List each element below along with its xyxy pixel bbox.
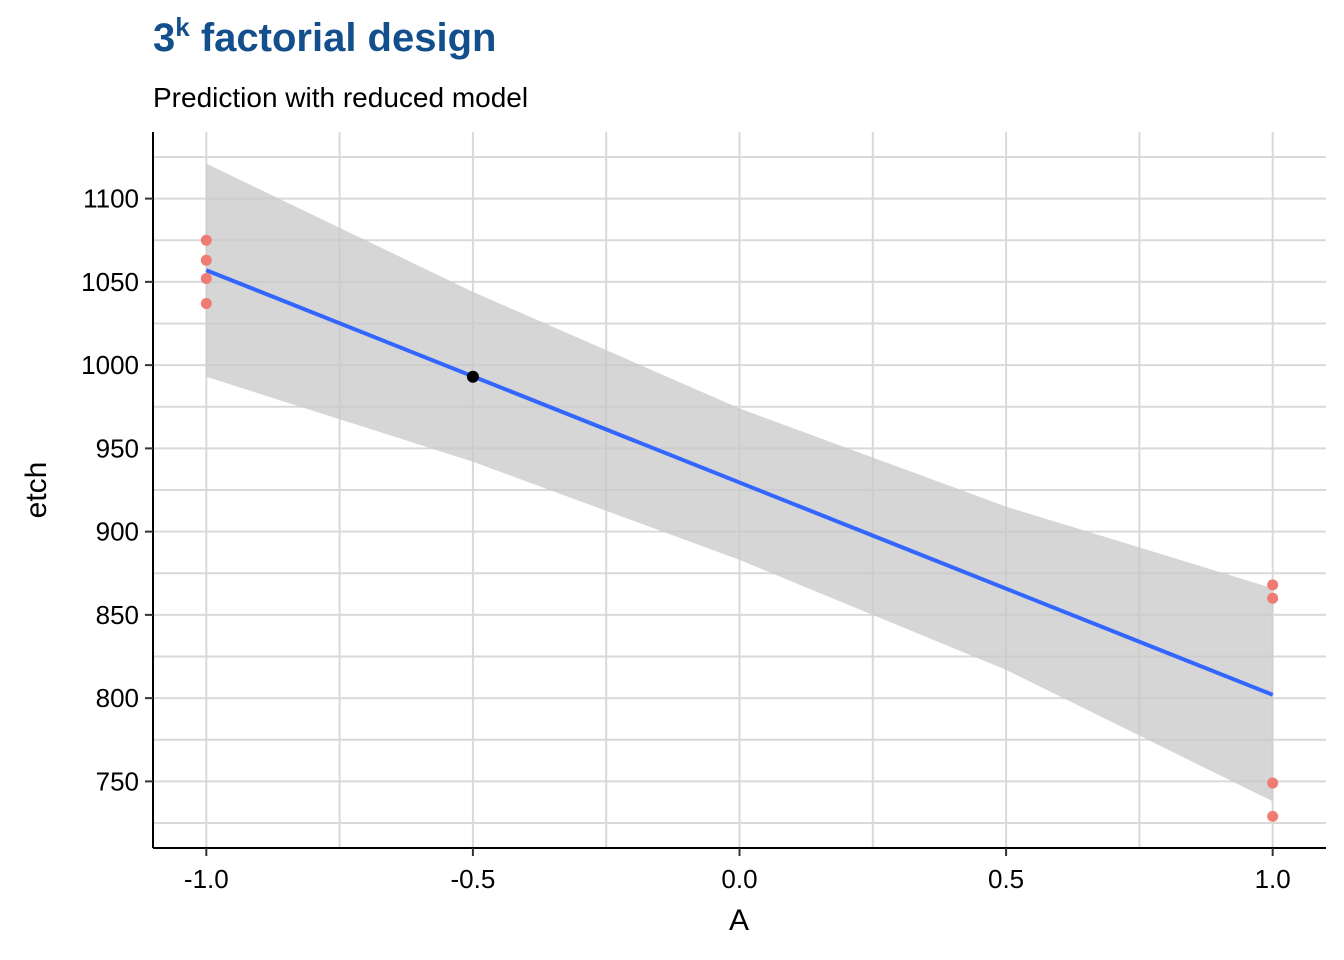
fit-line-layer <box>205 268 1274 697</box>
y-tick-label: 1000 <box>81 350 139 380</box>
data-point <box>200 298 212 310</box>
x-axis-ticks: -1.0 -0.5 0.0 0.5 1.0 <box>184 848 1291 894</box>
data-point <box>1267 579 1279 591</box>
y-tick-label: 800 <box>96 683 139 713</box>
y-tick-label: 850 <box>96 600 139 630</box>
x-tick-label: 0.5 <box>988 864 1024 894</box>
data-point <box>1267 777 1279 789</box>
chart-title-base: 3 <box>153 16 176 60</box>
data-points-layer <box>200 234 1279 822</box>
prediction-point <box>466 370 479 383</box>
y-tick-label: 1100 <box>83 184 139 214</box>
y-tick-label: 750 <box>96 766 139 796</box>
data-point <box>200 234 212 246</box>
y-tick-label: 1050 <box>81 267 139 297</box>
chart-title-superscript: k <box>175 12 190 42</box>
x-tick-label: 1.0 <box>1255 864 1291 894</box>
y-tick-label: 950 <box>96 433 139 463</box>
chart-title-rest: factorial design <box>189 16 497 60</box>
x-tick-label: -0.5 <box>451 864 496 894</box>
fit-line <box>205 268 1274 697</box>
y-axis-ticks: 750 800 850 900 950 1000 1050 1100 <box>81 184 153 796</box>
chart-subtitle: Prediction with reduced model <box>153 82 529 113</box>
x-axis-title: A <box>729 904 749 937</box>
y-tick-label: 900 <box>96 517 139 547</box>
data-point <box>200 273 212 285</box>
data-point <box>200 254 212 266</box>
data-point <box>1267 810 1279 822</box>
chart-title: 3k factorial design <box>153 12 497 61</box>
x-tick-label: 0.0 <box>721 864 757 894</box>
y-axis-title: etch <box>20 462 53 519</box>
data-point <box>1267 592 1279 604</box>
x-tick-label: -1.0 <box>184 864 229 894</box>
